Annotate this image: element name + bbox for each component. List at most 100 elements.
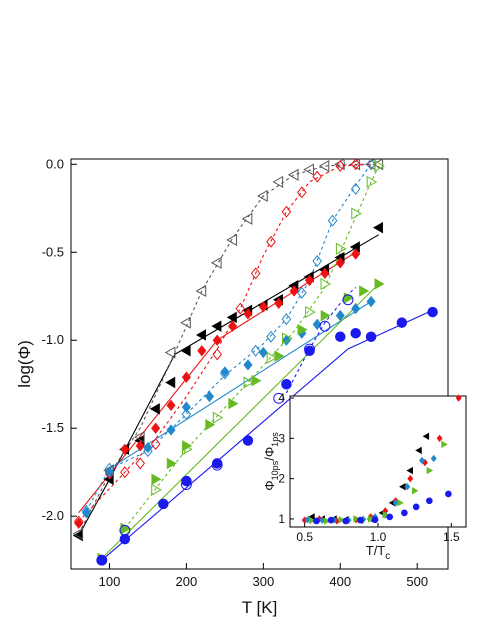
- data-point: [143, 441, 153, 454]
- data-point: [242, 435, 254, 446]
- series-line: [78, 163, 379, 535]
- data-point: [197, 345, 207, 357]
- inset-y-axis-label-phi: Φ: [262, 480, 277, 490]
- data-point: [351, 248, 361, 260]
- inset-data-point: [425, 497, 433, 505]
- data-point: [359, 285, 370, 297]
- inset-y-tick-label: 2: [278, 472, 285, 486]
- data-point: [312, 255, 323, 268]
- data-point: [235, 302, 246, 315]
- data-point: [180, 345, 191, 357]
- data-point: [212, 411, 224, 424]
- data-point: [281, 205, 292, 218]
- data-point: [266, 330, 276, 343]
- data-point: [320, 277, 332, 290]
- data-point: [165, 376, 176, 389]
- data-point: [335, 331, 346, 342]
- inset-x-tick-label: 1.0: [370, 530, 387, 544]
- y-tick-label: 0.0: [46, 156, 64, 171]
- data-point: [351, 302, 361, 315]
- data-point: [211, 320, 222, 332]
- data-point: [350, 182, 361, 195]
- inset-y-tick-label: 1: [278, 512, 285, 526]
- series-line: [78, 234, 380, 536]
- main-data-markers: [72, 158, 438, 566]
- data-point: [297, 186, 307, 199]
- data-point: [166, 399, 176, 412]
- y-axis-label: log(Φ): [15, 340, 34, 388]
- inset-data-point: [426, 466, 434, 475]
- x-tick-label: 500: [406, 574, 428, 589]
- data-point: [312, 170, 323, 183]
- data-point: [289, 285, 299, 297]
- inset-y-tick-label: 3: [278, 431, 285, 445]
- data-point: [181, 371, 191, 383]
- data-point: [135, 457, 146, 470]
- data-point: [211, 459, 223, 471]
- inset-data-point: [406, 466, 413, 475]
- inset-x-tick-label: 0.5: [296, 530, 313, 544]
- data-point: [226, 233, 237, 247]
- x-axis-label: T [K]: [242, 598, 278, 617]
- data-point: [149, 403, 160, 415]
- inset-y-axis-label: Φ10ps/Φ1ps: [262, 432, 280, 491]
- inset-data-markers: [301, 394, 462, 525]
- data-point: [182, 443, 193, 456]
- inset-data-point: [327, 516, 335, 524]
- data-point: [274, 350, 285, 362]
- inset-data-point: [397, 499, 404, 507]
- y-tick-label: -1.0: [42, 332, 64, 347]
- data-point: [365, 331, 377, 342]
- data-point: [74, 517, 84, 529]
- data-point: [366, 295, 376, 308]
- data-point: [372, 158, 384, 171]
- data-point: [366, 175, 378, 188]
- inset-data-point: [415, 446, 422, 455]
- data-point: [180, 316, 191, 329]
- data-point: [150, 438, 161, 451]
- data-point: [181, 401, 191, 413]
- inset-data-point: [323, 517, 331, 525]
- inset-data-point: [412, 503, 420, 511]
- data-point: [166, 424, 176, 436]
- series-line: [85, 163, 372, 512]
- inset-y-axis-label-mid: /Φ: [262, 447, 277, 461]
- data-point: [250, 267, 261, 280]
- y-tick-label: -1.5: [42, 420, 64, 435]
- series-line: [285, 287, 357, 394]
- data-point: [151, 483, 162, 496]
- data-point: [182, 440, 193, 452]
- data-point: [320, 267, 330, 280]
- data-point: [134, 430, 145, 444]
- data-point: [104, 462, 115, 475]
- data-point: [120, 522, 132, 535]
- inset-data-point: [422, 432, 430, 441]
- data-point: [258, 301, 268, 313]
- data-point: [312, 318, 322, 331]
- data-point: [335, 160, 346, 173]
- inset-data-point: [436, 434, 443, 443]
- data-point: [351, 207, 362, 220]
- data-point: [164, 346, 176, 359]
- inset-data-point: [353, 515, 360, 523]
- x-tick-label: 200: [176, 574, 198, 589]
- data-point: [158, 498, 169, 510]
- data-point: [372, 221, 383, 234]
- y-tick-label: -0.5: [42, 244, 64, 259]
- inset-data-point: [430, 454, 437, 463]
- inset-data-point: [338, 516, 346, 524]
- inset-data-point: [411, 487, 419, 495]
- data-point: [396, 317, 408, 328]
- data-point: [374, 159, 385, 173]
- x-tick-label: 100: [99, 574, 121, 589]
- data-point: [119, 524, 131, 536]
- data-point: [96, 554, 108, 566]
- data-point: [81, 504, 92, 517]
- data-point: [266, 351, 278, 364]
- inset-x-axis-label-main: T/T: [366, 543, 386, 558]
- inset-data-point: [309, 516, 316, 525]
- data-point: [72, 527, 84, 540]
- inset-data-point: [407, 474, 414, 483]
- data-point: [166, 457, 177, 470]
- data-point: [243, 376, 255, 389]
